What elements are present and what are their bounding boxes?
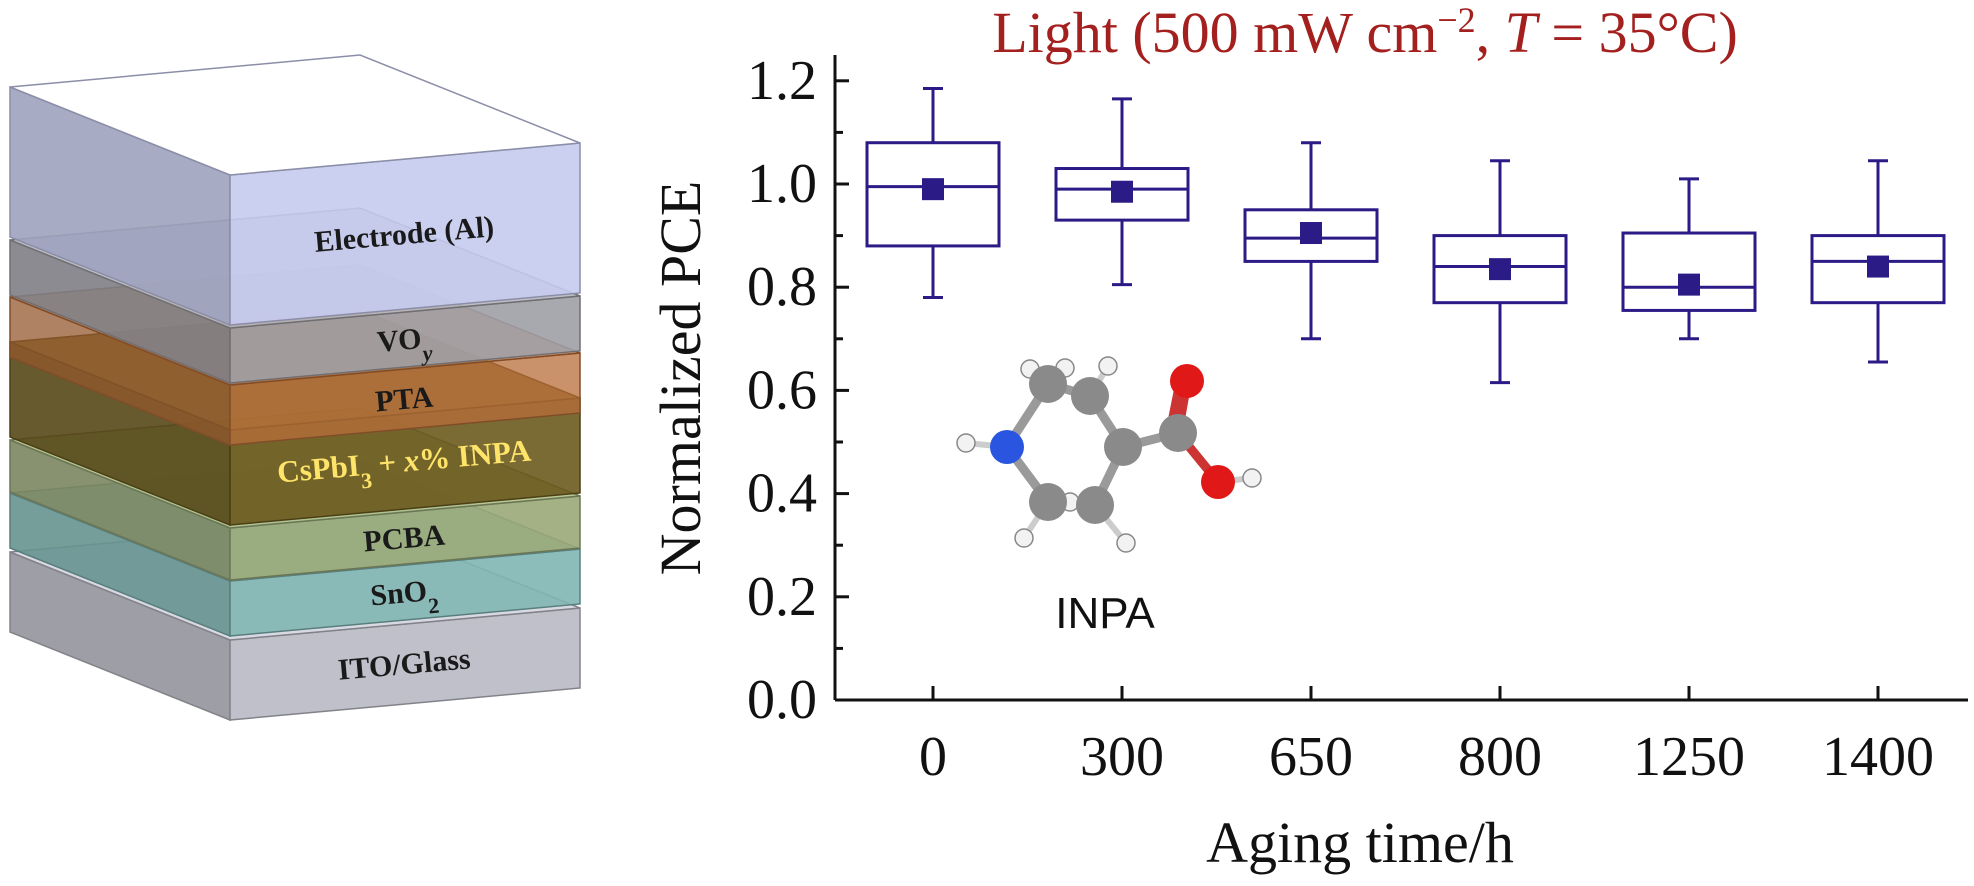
hydrogen-atom [1098,356,1118,376]
y-ticks: 0.0 0.2 0.4 0.6 0.8 1.0 1.2 [747,50,849,731]
box-300 [1054,97,1190,287]
box-1250 [1621,177,1757,341]
y-axis-title: Normalized PCE [648,181,713,576]
mean-marker [922,178,944,201]
hydrogen-atom [1242,468,1262,488]
box-series [865,87,1946,385]
y-tick-label: 1.2 [747,50,817,112]
carbon-atom [1029,365,1067,403]
layer-6: Electrode (Al) [9,54,581,327]
y-tick-label: 1.0 [747,153,817,215]
x-tick-label: 650 [1269,726,1353,788]
chart-title: Light (500 mW cm−2, T = 35°C) [992,0,1738,65]
x-axis-title: Aging time/h [1206,810,1514,875]
y-tick-label: 0.2 [747,566,817,628]
molecule-label: INPA [1055,589,1155,638]
layer-label: CsPbI3 + x% INPA [276,432,534,500]
carbon-atom [1029,483,1067,521]
hydrogen-atom [1116,533,1136,553]
mean-marker [1867,255,1889,278]
iqr-box [1621,231,1757,312]
iqr-box [1432,234,1568,305]
oxygen-atom [1170,364,1204,398]
iqr-box [1810,234,1946,305]
carbon-atom [1071,377,1109,415]
x-tick-label: 0 [919,726,947,788]
y-tick-label: 0.0 [747,669,817,731]
box-1400 [1810,159,1946,364]
mean-marker [1300,222,1322,245]
mean-marker [1678,273,1700,296]
layer-label: PCBA [362,519,447,559]
layer-label: VOy [376,321,434,369]
mean-marker [1489,258,1511,281]
layer-label: PTA [374,381,435,419]
iqr-box [865,141,1001,248]
carbon-atom [1076,486,1114,524]
x-tick-label: 800 [1458,726,1542,788]
carbon-atom [1159,414,1197,452]
y-tick-label: 0.6 [747,359,817,421]
carbon-atom [1104,428,1142,466]
box-650 [1243,141,1379,341]
hydrogen-atom [956,433,976,453]
y-tick-label: 0.8 [747,256,817,318]
x-ticks: 0 300 650 800 1250 1400 [919,686,1934,788]
mean-marker [1111,180,1133,203]
hydrogen-atom [1014,528,1034,548]
molecule-atoms [956,356,1262,553]
iqr-box [1243,208,1379,263]
layer-label: SnO2 [369,574,440,623]
x-tick-label: 1400 [1822,726,1934,788]
inpa-molecule: INPA [956,356,1262,638]
oxygen-atom [1201,465,1235,499]
iqr-box [1054,167,1190,222]
x-tick-label: 1250 [1633,726,1745,788]
layer-top-face [9,54,581,176]
box-0 [865,87,1001,300]
y-tick-label: 0.4 [747,463,817,525]
nitrogen-atom [990,430,1024,464]
x-tick-label: 300 [1080,726,1164,788]
box-800 [1432,159,1568,385]
